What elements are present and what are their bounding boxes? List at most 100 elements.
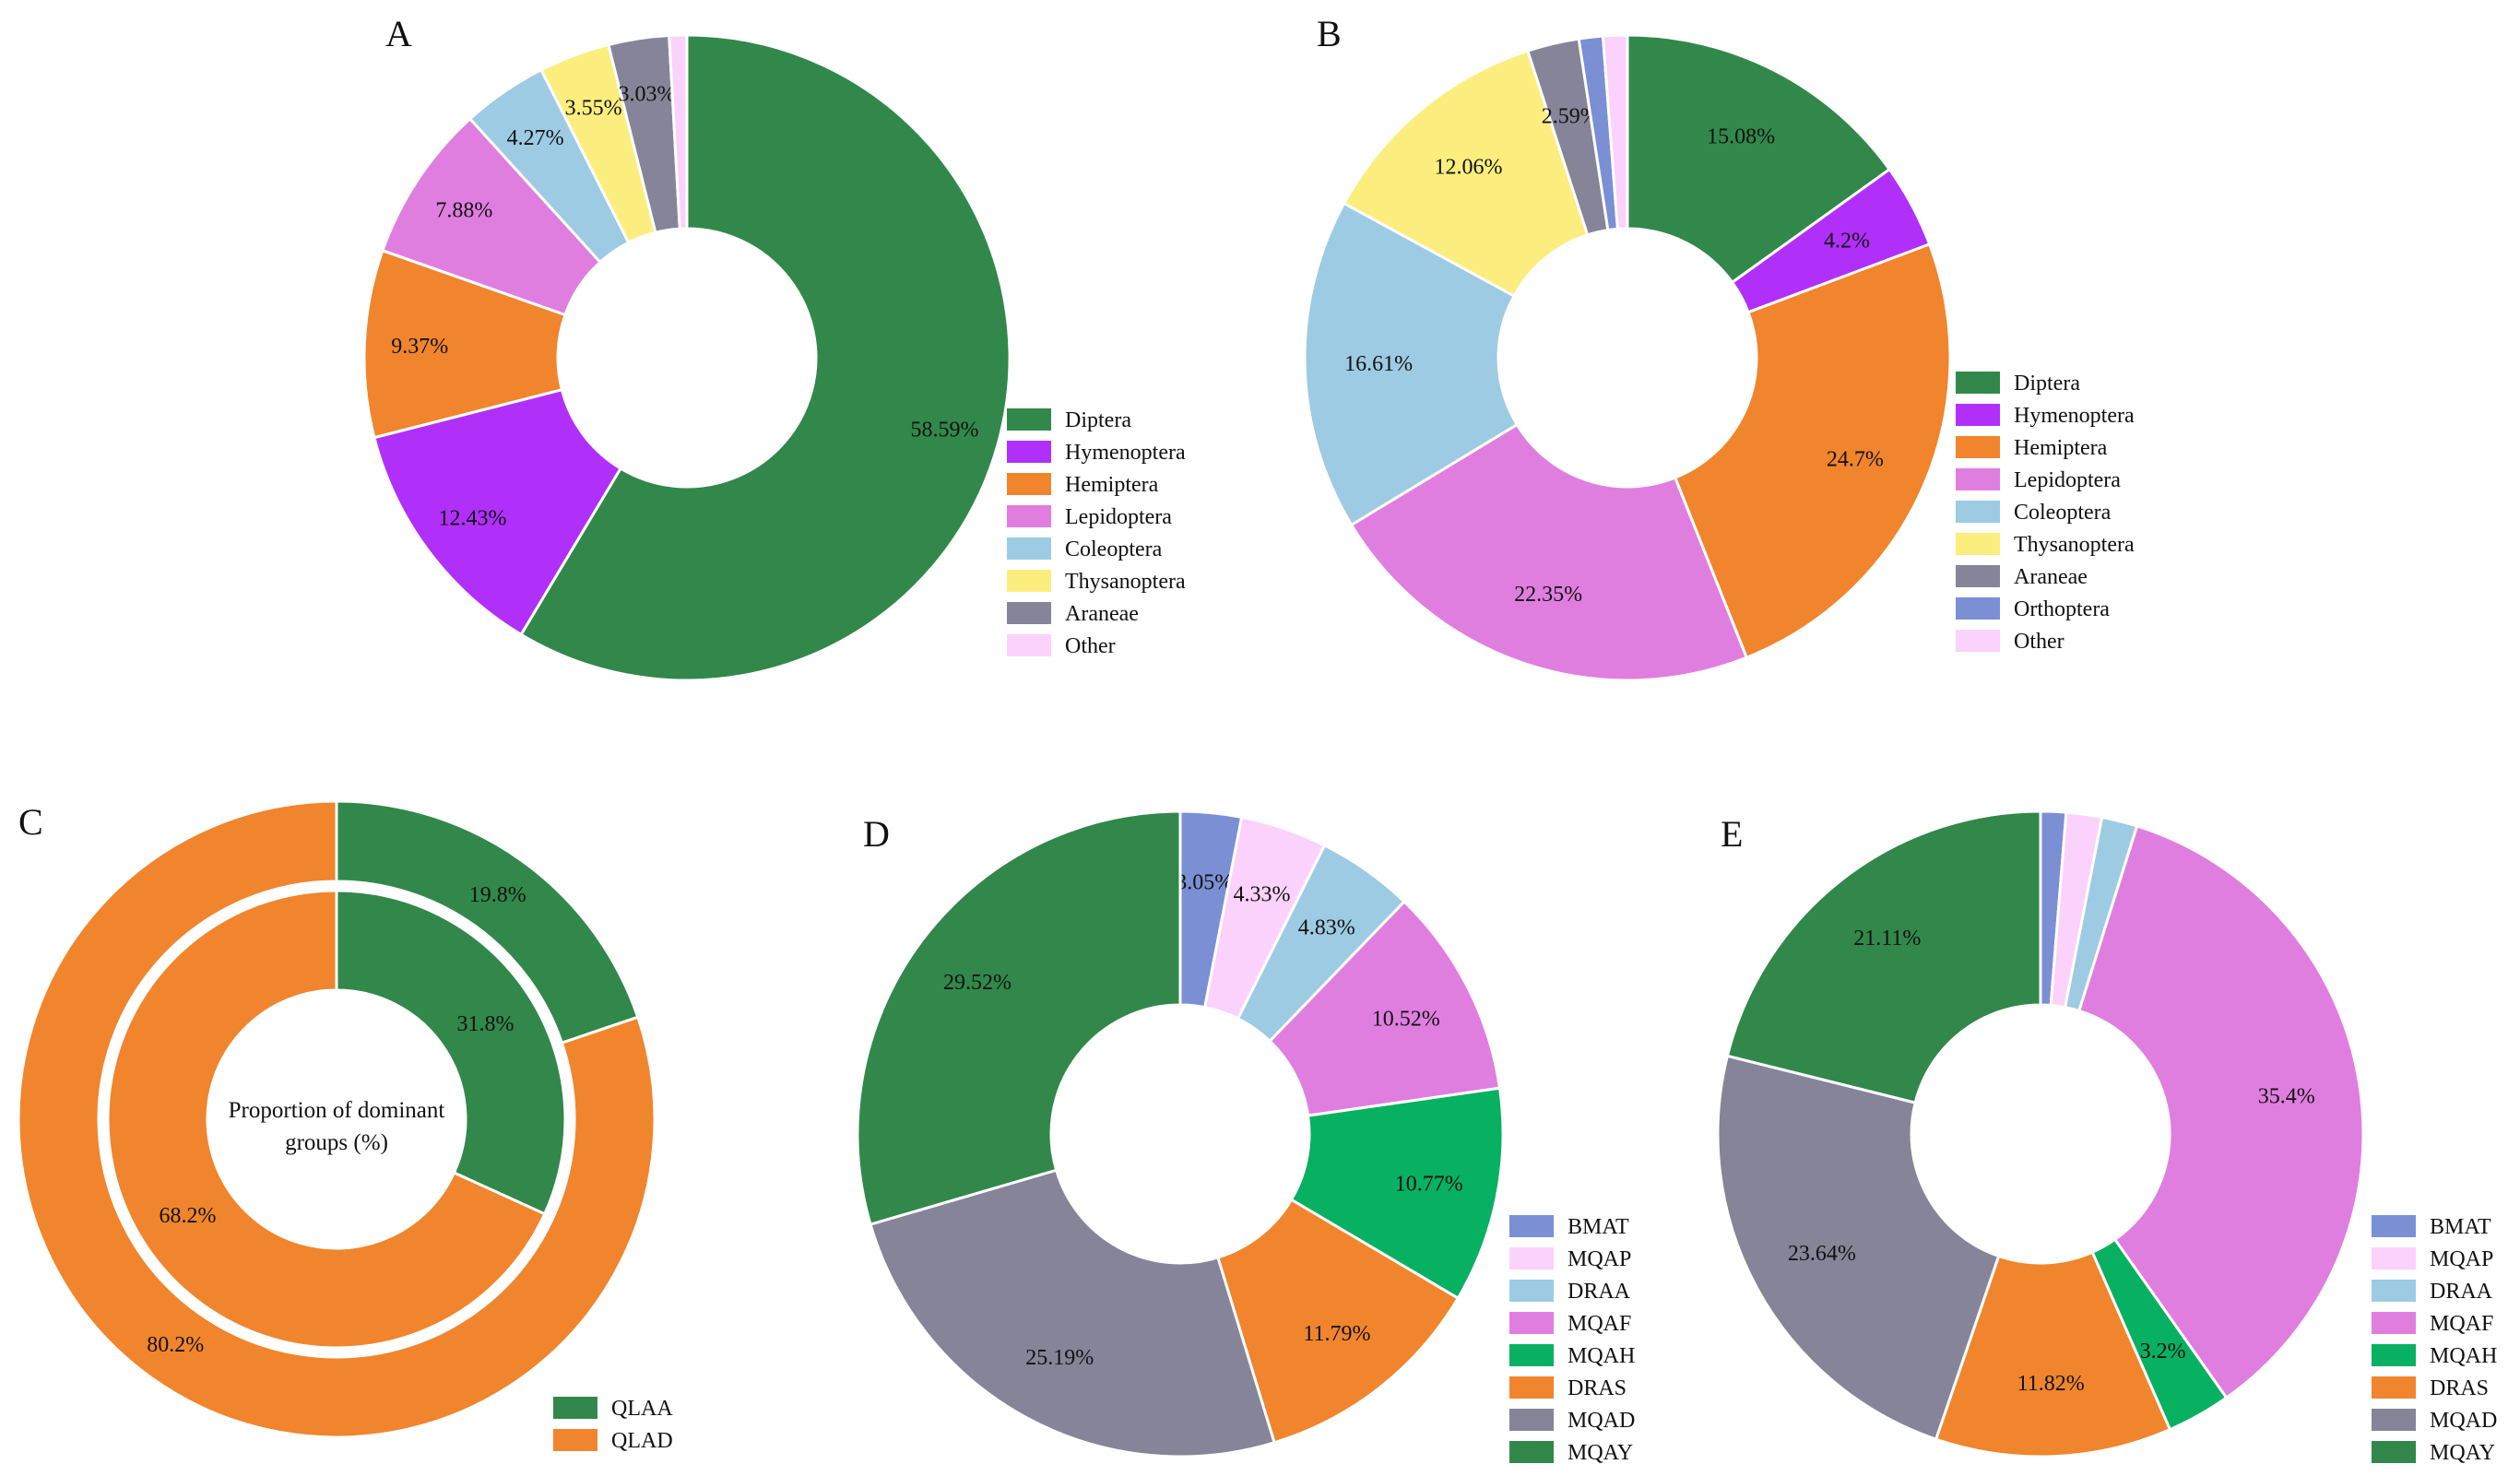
panel-b-label-thysanoptera: 12.06% [1435, 155, 1503, 179]
panel-b-slice-lepidoptera [1349, 422, 1749, 682]
panel-b-label-diptera: 15.08% [1707, 125, 1775, 149]
panel-d-slice-mqaf [1268, 899, 1502, 1117]
panel-b-legend-swatch-orthoptera [1956, 597, 2000, 620]
panel-c-letter: C [18, 801, 43, 843]
panel-b-slice-hemiptera [1673, 242, 1952, 660]
panel-c-legend-swatch-qlaa [553, 1397, 597, 1419]
panel-c-center-label-line-1: Proportion of dominant [229, 1098, 445, 1123]
panel-e-legend-swatch-mqap [2372, 1247, 2416, 1269]
panel-e-legend-swatch-draa [2372, 1280, 2416, 1302]
panel-b-legend-swatch-coleoptera [1956, 501, 2000, 523]
panel-d-label-mqad: 25.19% [1025, 1346, 1094, 1370]
panel-d-legend-label-bmat: BMAT [1568, 1215, 1629, 1239]
panel-a-slice-other [668, 33, 689, 230]
panel-e-legend-swatch-mqad [2372, 1409, 2416, 1431]
panel-e-slice-mqad [1716, 1054, 2001, 1442]
panel-a-legend-swatch-coleoptera [1007, 537, 1051, 560]
panel-a-label-diptera: 58.59% [911, 418, 979, 442]
panel-a-letter: A [385, 13, 412, 54]
panel-e: E 35.4% 3.2% 11.82% 23.64% 21.11% BMAT MQAP DRA… [1716, 809, 2497, 1465]
panel-b-legend-swatch-hymenoptera [1956, 404, 2000, 426]
panel-b-legend-label-hymenoptera: Hymenoptera [2014, 404, 2135, 428]
panel-c-inner-label-qlad: 68.2% [160, 1204, 217, 1228]
panel-b-legend-label-coleoptera: Coleoptera [2014, 501, 2112, 525]
panel-e-label-mqay: 21.11% [1853, 927, 1921, 951]
panel-b-legend-swatch-diptera [1956, 372, 2000, 394]
panel-b-legend-label-lepidoptera: Lepidoptera [2014, 468, 2121, 492]
panel-e-legend-swatch-bmat [2372, 1215, 2416, 1237]
panel-a-label-hymenoptera: 12.43% [438, 506, 506, 530]
panel-e-label-dras: 11.82% [2017, 1372, 2085, 1396]
panel-a-legend-swatch-lepidoptera [1007, 505, 1051, 527]
panel-c: C 19.8% 80.2% 31.8% 68.2% QLAA QLAD Proportion… [17, 799, 673, 1453]
panel-a-slice-hymenoptera [373, 387, 623, 637]
panel-e-legend-label-mqaf: MQAF [2430, 1312, 2493, 1336]
panel-c-inner-slice-qlad [106, 889, 547, 1350]
panel-d-slice-mqah [1289, 1086, 1505, 1301]
panel-b-slice-other [1601, 33, 1629, 231]
panel-b-label-hemiptera: 24.7% [1827, 447, 1884, 471]
panel-b-legend-label-diptera: Diptera [2014, 372, 2080, 396]
panel-d-slice-mqay [856, 809, 1182, 1226]
panel-a-legend-swatch-thysanoptera [1007, 570, 1051, 592]
panel-b-legend-label-other: Other [2014, 630, 2065, 654]
panel-b-legend-label-orthoptera: Orthoptera [2014, 597, 2110, 621]
panel-d-legend-swatch-mqay [1509, 1441, 1554, 1463]
panel-e-legend-label-dras: DRAS [2430, 1376, 2489, 1400]
panel-a-legend-label-thysanoptera: Thysanoptera [1065, 570, 1186, 594]
panel-d-label-mqay: 29.52% [943, 971, 1012, 995]
panel-a-legend-label-hemiptera: Hemiptera [1065, 473, 1159, 497]
panel-e-label-mqad: 23.64% [1788, 1242, 1856, 1266]
panel-d-legend-label-mqay: MQAY [1568, 1441, 1633, 1465]
panel-e-slice-dras [1934, 1250, 2172, 1458]
panel-e-slice-mqaf [2076, 824, 2365, 1400]
panel-c-inner-slice-qlaa [335, 889, 567, 1216]
panel-b: B 15.08%4.2%24.7%22.35%16.61%12.06%2.59%… [1303, 13, 2135, 682]
panel-a-legend-swatch-hymenoptera [1007, 441, 1051, 463]
panel-d-legend-label-mqaf: MQAF [1568, 1312, 1631, 1336]
panel-a-label-araneae: 3.03% [619, 82, 676, 106]
panel-d-legend-swatch-mqaf [1509, 1312, 1554, 1334]
panel-d-legend-label-mqah: MQAH [1568, 1344, 1635, 1368]
panel-b-label-lepidoptera: 22.35% [1514, 583, 1582, 607]
panel-e-legend-label-mqad: MQAD [2430, 1409, 2497, 1433]
panel-b-legend-swatch-thysanoptera [1956, 533, 2000, 555]
panel-b-slice-thysanoptera [1342, 49, 1590, 299]
panel-b-legend-label-thysanoptera: Thysanoptera [2014, 533, 2135, 557]
panel-b-legend-swatch-lepidoptera [1956, 468, 2000, 490]
panel-a-legend-label-lepidoptera: Lepidoptera [1065, 505, 1172, 529]
panel-d-legend-label-draa: DRAA [1568, 1280, 1631, 1304]
panel-a-legend-label-diptera: Diptera [1065, 408, 1131, 432]
panel-d-label-dras: 11.79% [1303, 1322, 1370, 1346]
panel-e-legend-label-mqah: MQAH [2430, 1344, 2497, 1368]
panel-e-legend-label-mqay: MQAY [2430, 1441, 2495, 1465]
panel-c-legend-swatch-qlad [553, 1429, 597, 1451]
panel-e-legend-label-mqap: MQAP [2430, 1247, 2493, 1271]
panel-d-legend-swatch-mqad [1509, 1409, 1554, 1431]
panel-a-slice-diptera [519, 33, 1012, 682]
panel-d-legend-label-mqad: MQAD [1568, 1409, 1635, 1433]
panel-b-legend-swatch-hemiptera [1956, 436, 2000, 458]
panel-a-legend-label-araneae: Araneae [1065, 602, 1139, 626]
panel-b-legend-label-hemiptera: Hemiptera [2014, 436, 2108, 460]
panel-d-legend-swatch-bmat [1509, 1215, 1554, 1237]
panel-a-legend-swatch-diptera [1007, 408, 1051, 431]
panel-a-legend-swatch-araneae [1007, 602, 1051, 624]
panel-d-legend-label-dras: DRAS [1568, 1376, 1627, 1400]
panel-d: D 3.05%4.33% 4.83% 10.52% 10.77% 11.79% 25.19… [856, 809, 1635, 1465]
panel-d-legend-swatch-dras [1509, 1376, 1554, 1399]
panel-e-legend-label-draa: DRAA [2430, 1280, 2493, 1304]
panel-e-legend-swatch-mqah [2372, 1344, 2416, 1366]
panel-a-label-coleoptera: 4.27% [507, 126, 564, 150]
panel-e-label-mqaf: 35.4% [2258, 1084, 2315, 1108]
panel-c-center-label-line-2: groups (%) [285, 1130, 388, 1155]
panel-c-legend-label-qlaa: QLAA [611, 1397, 673, 1421]
panel-b-label-coleoptera: 16.61% [1344, 352, 1413, 376]
panel-b-legend-label-araneae: Araneae [2014, 565, 2088, 589]
panel-d-label-mqap: 4.33% [1234, 883, 1291, 907]
panel-e-slice-mqay [1725, 809, 2042, 1104]
panel-d-slice-dras [1215, 1198, 1461, 1445]
panel-a: A 58.59% 12.43% 9.37% 7.88% 4.27%3.55%3.03% D… [362, 13, 1186, 682]
panel-c-legend-label-qlad: QLAD [611, 1429, 673, 1453]
